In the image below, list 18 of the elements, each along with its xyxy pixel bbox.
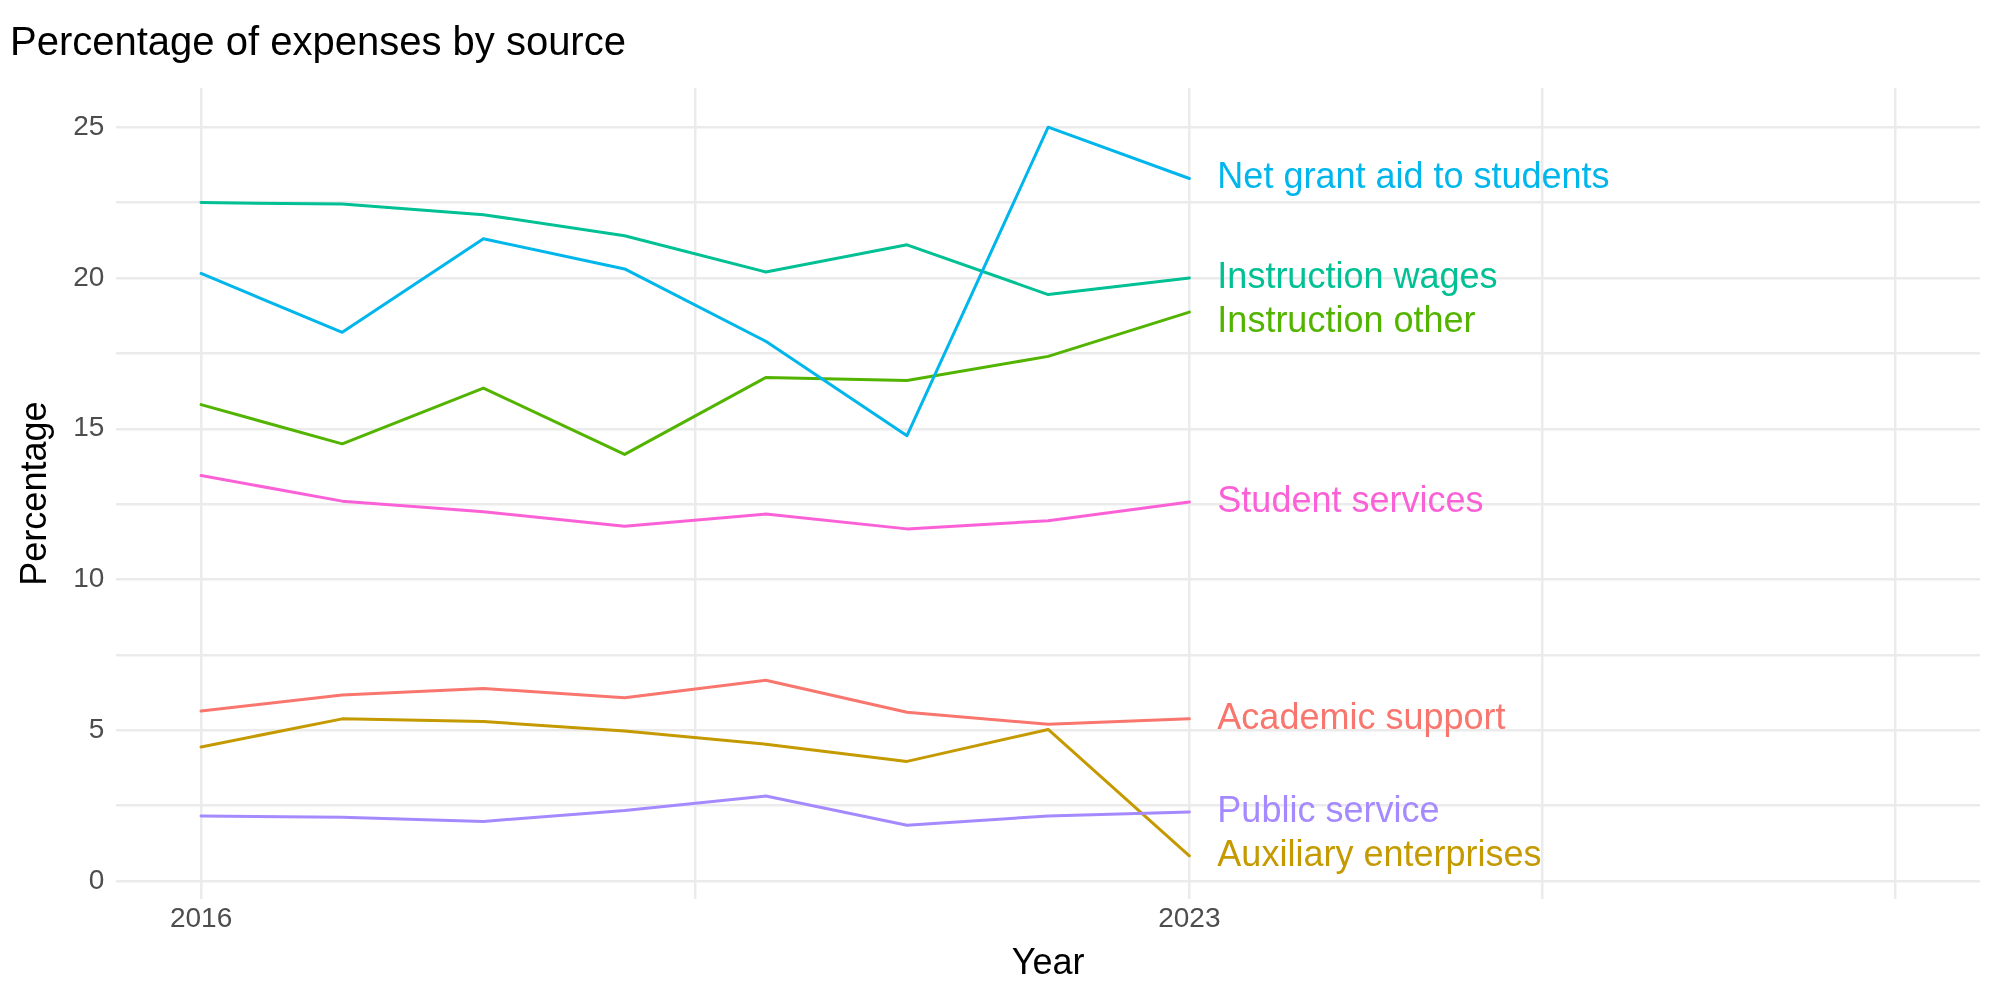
- y-tick-label: 0: [88, 863, 105, 895]
- series-label: Instruction other: [1217, 298, 1476, 340]
- y-tick-label: 25: [73, 109, 105, 141]
- series-label: Net grant aid to students: [1217, 155, 1610, 197]
- x-tick-label: 2023: [1158, 901, 1221, 933]
- x-axis-title: Year: [1011, 941, 1085, 983]
- y-tick-label: 20: [73, 260, 105, 292]
- series-label: Auxiliary enterprises: [1217, 832, 1542, 874]
- series-label: Public service: [1217, 788, 1440, 830]
- y-tick-label: 15: [73, 411, 105, 443]
- chart-title: Percentage of expenses by source: [10, 19, 626, 64]
- y-tick-label: 10: [73, 562, 105, 594]
- y-tick-label: 5: [88, 713, 105, 745]
- series-label: Student services: [1217, 478, 1484, 520]
- y-axis-title: Percentage: [12, 401, 54, 586]
- series-label: Academic support: [1217, 695, 1506, 737]
- x-tick-label: 2016: [169, 901, 233, 933]
- series-label: Instruction wages: [1217, 254, 1498, 296]
